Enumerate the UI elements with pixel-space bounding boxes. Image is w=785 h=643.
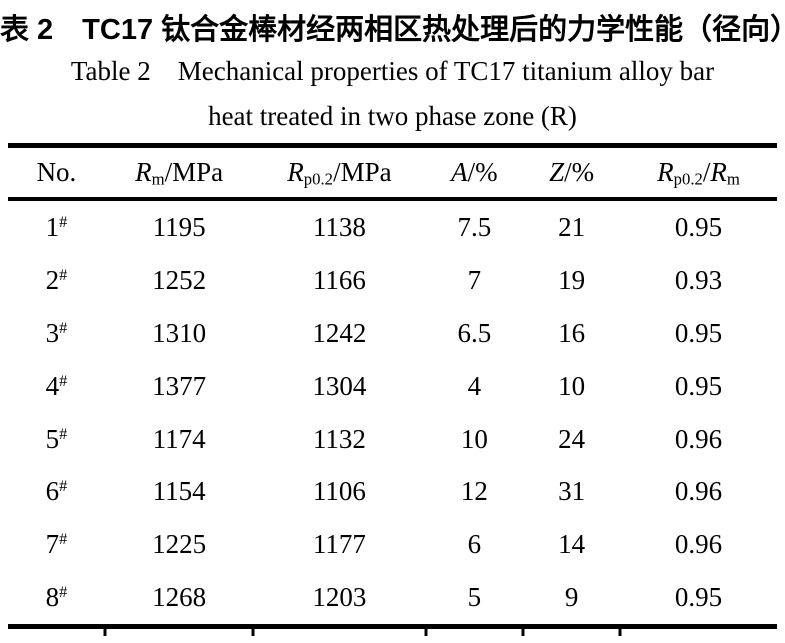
cell-rm: 1225 bbox=[152, 529, 207, 560]
cell-z: 21 bbox=[558, 211, 586, 242]
table-caption-english-line2: heat treated in two phase zone (R) bbox=[208, 101, 577, 131]
header-cell-z: Z/% bbox=[549, 157, 595, 187]
cell-rm: 1195 bbox=[152, 211, 206, 242]
column-boundary-ticks bbox=[8, 629, 777, 637]
hash-superscript: # bbox=[59, 371, 68, 390]
header-cell-rp02: Rp0.2/MPa bbox=[287, 157, 392, 189]
table-row: 5# 1174 1132 10 24 0.96 bbox=[8, 413, 777, 466]
cell-z: 31 bbox=[558, 476, 586, 507]
cell-rp02: 1304 bbox=[312, 370, 367, 401]
cell-rm: 1310 bbox=[152, 317, 207, 348]
cell-z: 9 bbox=[564, 582, 579, 613]
table-row: 4# 1377 1304 4 10 0.95 bbox=[8, 360, 777, 413]
cell-no: 3# bbox=[45, 317, 68, 348]
column-tick bbox=[618, 629, 622, 637]
table-header-rule bbox=[8, 197, 777, 201]
table-header-row: No. Rm/MPa Rp0.2/MPa A/% Z/% Rp0.2/Rm bbox=[8, 148, 777, 197]
cell-ratio: 0.95 bbox=[674, 211, 723, 242]
cell-ratio: 0.95 bbox=[674, 582, 723, 613]
header-cell-no: No. bbox=[36, 157, 77, 187]
cell-ratio: 0.95 bbox=[674, 370, 723, 401]
cell-ratio: 0.93 bbox=[674, 264, 723, 295]
cell-a: 7.5 bbox=[457, 211, 492, 242]
cell-no: 2# bbox=[45, 264, 68, 295]
hash-superscript: # bbox=[59, 530, 68, 549]
cell-rm: 1154 bbox=[152, 476, 206, 507]
table-caption-english-line1: Table 2 Mechanical properties of TC17 ti… bbox=[70, 56, 715, 86]
cell-rp02: 1177 bbox=[312, 529, 366, 560]
cell-z: 10 bbox=[558, 370, 586, 401]
table-row: 2# 1252 1166 7 19 0.93 bbox=[8, 254, 777, 307]
cell-z: 14 bbox=[558, 529, 586, 560]
cell-no: 1# bbox=[45, 211, 68, 242]
cell-no: 8# bbox=[45, 582, 68, 613]
cell-z: 16 bbox=[558, 317, 586, 348]
cell-no: 4# bbox=[45, 370, 68, 401]
table-row: 7# 1225 1177 6 14 0.96 bbox=[8, 518, 777, 571]
table-row: 6# 1154 1106 12 31 0.96 bbox=[8, 465, 777, 518]
cell-a: 12 bbox=[460, 476, 488, 507]
table-top-rule bbox=[8, 143, 777, 148]
table-row: 3# 1310 1242 6.5 16 0.95 bbox=[8, 307, 777, 360]
hash-superscript: # bbox=[59, 424, 68, 443]
header-cell-ratio: Rp0.2/Rm bbox=[657, 157, 740, 189]
table-bottom-rule bbox=[8, 624, 777, 630]
cell-a: 5 bbox=[467, 582, 482, 613]
cell-ratio: 0.95 bbox=[674, 317, 723, 348]
cell-rp02: 1166 bbox=[312, 264, 366, 295]
cell-z: 24 bbox=[558, 423, 586, 454]
cell-no: 6# bbox=[45, 476, 68, 507]
header-cell-rm: Rm/MPa bbox=[135, 157, 224, 189]
data-table: No. Rm/MPa Rp0.2/MPa A/% Z/% Rp0.2/Rm 1#… bbox=[8, 143, 777, 637]
cell-rm: 1377 bbox=[152, 370, 207, 401]
header-cell-a: A/% bbox=[451, 157, 498, 187]
table-row: 1# 1195 1138 7.5 21 0.95 bbox=[8, 201, 777, 254]
cell-a: 6.5 bbox=[457, 317, 492, 348]
cell-ratio: 0.96 bbox=[674, 529, 723, 560]
cell-rm: 1174 bbox=[152, 423, 206, 454]
cell-no: 7# bbox=[45, 529, 68, 560]
cell-a: 7 bbox=[467, 264, 482, 295]
cell-z: 19 bbox=[558, 264, 586, 295]
cell-rp02: 1203 bbox=[312, 582, 367, 613]
cell-rm: 1252 bbox=[152, 264, 207, 295]
cell-rp02: 1106 bbox=[312, 476, 366, 507]
cell-a: 4 bbox=[467, 370, 482, 401]
hash-superscript: # bbox=[59, 318, 68, 337]
cell-ratio: 0.96 bbox=[674, 476, 723, 507]
hash-superscript: # bbox=[59, 213, 68, 232]
table-caption-chinese: 表 2 TC17 钛合金棒材经两相区热处理后的力学性能（径向） bbox=[0, 14, 785, 46]
cell-a: 10 bbox=[460, 423, 488, 454]
column-tick bbox=[103, 629, 107, 637]
cell-rp02: 1138 bbox=[312, 211, 366, 242]
hash-superscript: # bbox=[59, 477, 68, 496]
table-row: 8# 1268 1203 5 9 0.95 bbox=[8, 571, 777, 624]
hash-superscript: # bbox=[59, 583, 68, 602]
cell-rp02: 1242 bbox=[312, 317, 367, 348]
column-tick bbox=[424, 629, 428, 637]
cell-rp02: 1132 bbox=[312, 423, 366, 454]
cell-a: 6 bbox=[467, 529, 482, 560]
column-tick bbox=[521, 629, 525, 637]
hash-superscript: # bbox=[59, 265, 68, 284]
column-tick bbox=[251, 629, 255, 637]
cell-no: 5# bbox=[45, 423, 68, 454]
cell-ratio: 0.96 bbox=[674, 423, 723, 454]
cell-rm: 1268 bbox=[152, 582, 207, 613]
